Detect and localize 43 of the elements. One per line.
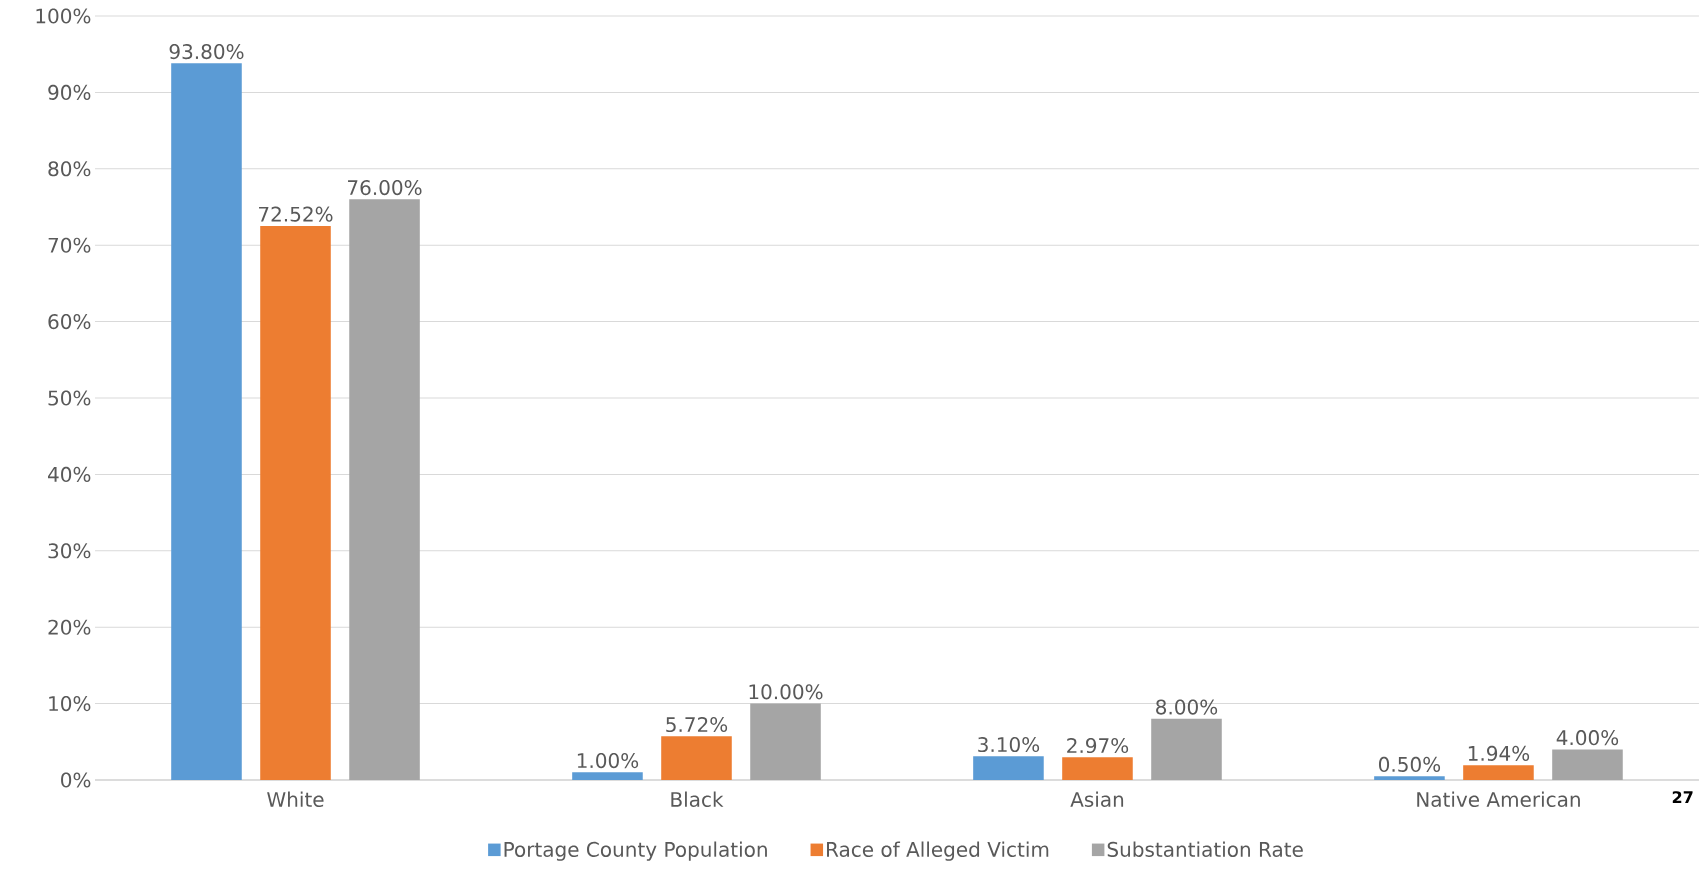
bar (572, 772, 643, 780)
data-label: 93.80% (169, 44, 244, 60)
data-label: 3.10% (978, 736, 1040, 753)
bar (973, 756, 1044, 780)
x-tick-label: White (267, 791, 324, 807)
data-label: 5.72% (666, 716, 728, 733)
y-tick-label: 80% (48, 161, 91, 177)
bar (1374, 776, 1445, 780)
text: 27 (1672, 791, 1693, 804)
y-tick-label: 90% (48, 84, 91, 100)
y-tick-label: 100% (36, 8, 91, 24)
data-label: 0.50% (1378, 756, 1441, 772)
legend-label: Race of Alleged Victim (827, 841, 1049, 861)
y-tick-label: 20% (48, 619, 91, 635)
bar (1552, 749, 1623, 780)
data-label: 1.94% (1468, 745, 1530, 761)
data-label: 8.00% (1156, 699, 1218, 715)
y-tick-label: 40% (48, 466, 91, 482)
x-tick-label: Asian (1070, 791, 1124, 807)
bar (1463, 765, 1534, 780)
x-tick-label: Native American (1417, 791, 1580, 807)
data-label: 4.00% (1556, 730, 1619, 746)
y-tick-label: 60% (48, 314, 91, 330)
bar (260, 225, 331, 780)
y-tick-label: 30% (48, 543, 91, 559)
y-tick-label: 50% (48, 390, 91, 406)
x-tick-label: Black (671, 791, 724, 807)
legend-label: Substantiation Rate (1107, 841, 1303, 857)
y-tick-label: 10% (49, 696, 91, 712)
bar (171, 63, 242, 780)
bar (661, 736, 732, 780)
data-label: 2.97% (1067, 737, 1129, 754)
legend-label: Portage County Population (504, 841, 767, 861)
data-label: 72.52% (259, 206, 333, 222)
data-label: 10.00% (749, 684, 823, 700)
y-tick-label: 0% (61, 772, 91, 788)
bar (349, 199, 420, 780)
bar (750, 703, 821, 780)
data-label: 76.00% (348, 180, 422, 196)
bar (1062, 757, 1133, 780)
y-tick-label: 70% (48, 237, 91, 253)
bar (1151, 718, 1222, 780)
data-label: 1.00% (577, 753, 639, 769)
